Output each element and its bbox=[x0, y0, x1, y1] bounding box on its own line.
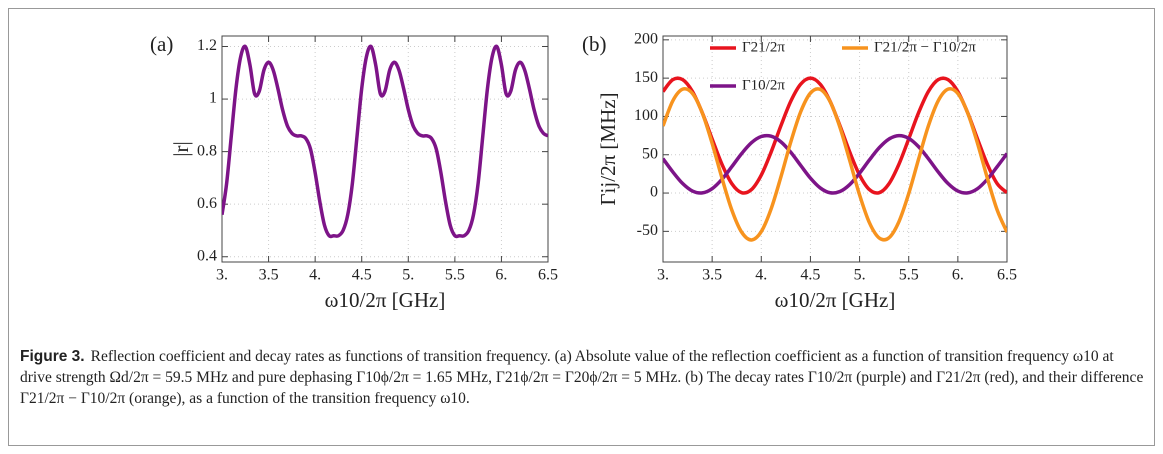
legend-label: Γ21/2π − Γ10/2π bbox=[874, 39, 976, 55]
x-tick-label: 3. bbox=[657, 267, 669, 284]
x-tick-label: 5. bbox=[854, 267, 866, 284]
x-tick-label: 6. bbox=[495, 267, 507, 284]
x-tick-label: 5.5 bbox=[899, 267, 919, 284]
caption: Figure 3. Reflection coefficient and deca… bbox=[20, 346, 1145, 409]
x-tick-label: 3.5 bbox=[702, 267, 722, 284]
data-line bbox=[663, 76, 1007, 195]
x-tick-label: 4.5 bbox=[352, 267, 372, 284]
x-tick-label: 6. bbox=[952, 267, 964, 284]
x-tick-label: 5. bbox=[402, 267, 414, 284]
x-tick-label: 4.5 bbox=[800, 267, 820, 284]
plot-frame bbox=[221, 35, 549, 263]
figure-border bbox=[8, 8, 1155, 446]
x-tick-label: 5.5 bbox=[445, 267, 465, 284]
y-tick-label: 1 bbox=[209, 90, 217, 107]
y-tick-label: 0.4 bbox=[197, 247, 217, 264]
plot-frame bbox=[662, 35, 1008, 263]
x-axis-title: ω10/2π [GHz] bbox=[325, 288, 446, 312]
panel-label: (a) bbox=[150, 32, 173, 56]
x-tick-label: 4. bbox=[309, 267, 321, 284]
x-tick-label: 3.5 bbox=[259, 267, 279, 284]
y-tick-label: 0.6 bbox=[197, 195, 217, 212]
y-tick-label: -50 bbox=[637, 222, 658, 239]
caption-label: Figure 3. bbox=[20, 348, 85, 365]
y-tick-label: 0.8 bbox=[197, 142, 217, 159]
legend-label: Γ10/2π bbox=[742, 77, 785, 93]
x-axis-title: ω10/2π [GHz] bbox=[775, 288, 896, 312]
legend-label: Γ21/2π bbox=[742, 39, 785, 55]
x-tick-label: 3. bbox=[216, 267, 228, 284]
y-axis-title: |r| bbox=[169, 141, 193, 156]
data-line bbox=[222, 44, 548, 239]
x-tick-label: 4. bbox=[755, 267, 767, 284]
y-tick-label: 1.2 bbox=[197, 37, 217, 54]
y-tick-label: 100 bbox=[634, 107, 658, 124]
panel-label: (b) bbox=[582, 32, 607, 56]
data-line bbox=[663, 87, 1007, 242]
y-axis-title: Γij/2π [MHz] bbox=[596, 92, 620, 205]
y-tick-label: 50 bbox=[642, 145, 658, 162]
caption-text: Reflection coefficient and decay rates a… bbox=[20, 348, 1144, 407]
x-tick-label: 6.5 bbox=[997, 267, 1017, 284]
y-tick-label: 150 bbox=[634, 69, 658, 86]
x-tick-label: 6.5 bbox=[538, 267, 558, 284]
y-tick-label: 200 bbox=[634, 31, 658, 48]
y-tick-label: 0 bbox=[650, 184, 658, 201]
